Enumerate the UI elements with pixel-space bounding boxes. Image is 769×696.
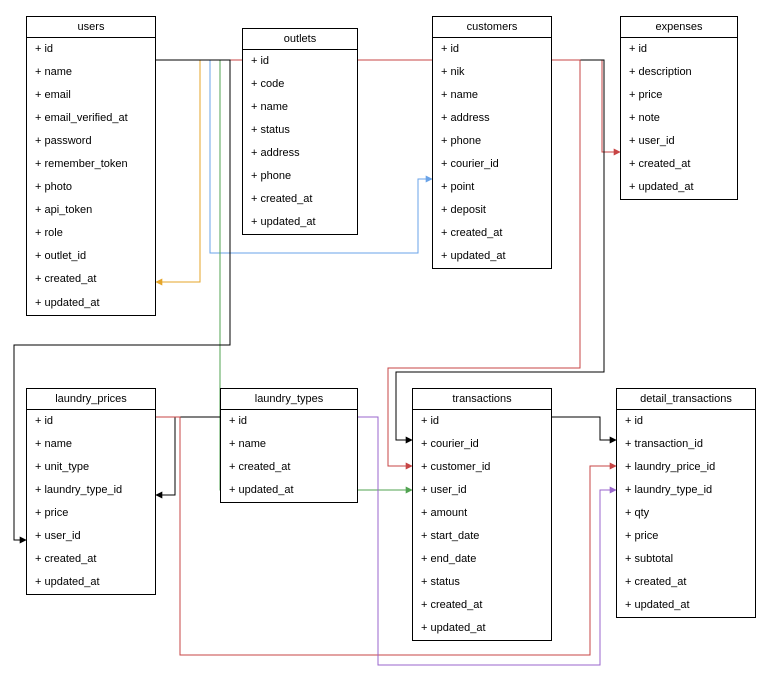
- field-users-password: + password: [27, 130, 155, 153]
- field-laundry_prices-created_at: + created_at: [27, 548, 155, 571]
- entity-title-transactions: transactions: [413, 389, 551, 410]
- field-detail_transactions-laundry_type_id: + laundry_type_id: [617, 479, 755, 502]
- field-transactions-updated_at: + updated_at: [413, 617, 551, 640]
- field-outlets-name: + name: [243, 96, 357, 119]
- field-laundry_types-id: + id: [221, 410, 357, 433]
- field-outlets-address: + address: [243, 142, 357, 165]
- edge-7: [156, 417, 220, 495]
- field-laundry_prices-user_id: + user_id: [27, 525, 155, 548]
- field-detail_transactions-laundry_price_id: + laundry_price_id: [617, 456, 755, 479]
- field-users-role: + role: [27, 222, 155, 245]
- field-users-api_token: + api_token: [27, 199, 155, 222]
- field-users-email_verified_at: + email_verified_at: [27, 107, 155, 130]
- field-laundry_prices-updated_at: + updated_at: [27, 571, 155, 594]
- field-laundry_types-name: + name: [221, 433, 357, 456]
- field-transactions-created_at: + created_at: [413, 594, 551, 617]
- field-transactions-user_id: + user_id: [413, 479, 551, 502]
- entity-title-outlets: outlets: [243, 29, 357, 50]
- field-users-created_at: + created_at: [27, 268, 155, 291]
- field-laundry_prices-unit_type: + unit_type: [27, 456, 155, 479]
- field-customers-nik: + nik: [433, 61, 551, 84]
- field-customers-point: + point: [433, 176, 551, 199]
- entity-customers: customers+ id+ nik+ name+ address+ phone…: [432, 16, 552, 269]
- entity-users: users+ id+ name+ email+ email_verified_a…: [26, 16, 156, 316]
- field-detail_transactions-updated_at: + updated_at: [617, 594, 755, 617]
- field-users-name: + name: [27, 61, 155, 84]
- field-transactions-status: + status: [413, 571, 551, 594]
- entity-title-laundry_prices: laundry_prices: [27, 389, 155, 410]
- field-customers-created_at: + created_at: [433, 222, 551, 245]
- field-expenses-description: + description: [621, 61, 737, 84]
- edge-0: [156, 60, 242, 282]
- field-laundry_prices-laundry_type_id: + laundry_type_id: [27, 479, 155, 502]
- field-outlets-status: + status: [243, 119, 357, 142]
- field-expenses-id: + id: [621, 38, 737, 61]
- field-transactions-end_date: + end_date: [413, 548, 551, 571]
- entity-title-laundry_types: laundry_types: [221, 389, 357, 410]
- edge-8: [552, 417, 616, 440]
- field-detail_transactions-transaction_id: + transaction_id: [617, 433, 755, 456]
- field-detail_transactions-created_at: + created_at: [617, 571, 755, 594]
- field-customers-address: + address: [433, 107, 551, 130]
- field-customers-deposit: + deposit: [433, 199, 551, 222]
- field-customers-id: + id: [433, 38, 551, 61]
- field-expenses-created_at: + created_at: [621, 153, 737, 176]
- field-transactions-courier_id: + courier_id: [413, 433, 551, 456]
- field-transactions-start_date: + start_date: [413, 525, 551, 548]
- field-customers-phone: + phone: [433, 130, 551, 153]
- entity-title-customers: customers: [433, 17, 551, 38]
- entity-title-expenses: expenses: [621, 17, 737, 38]
- field-outlets-phone: + phone: [243, 165, 357, 188]
- entity-laundry_types: laundry_types+ id+ name+ created_at+ upd…: [220, 388, 358, 503]
- field-users-remember_token: + remember_token: [27, 153, 155, 176]
- field-outlets-updated_at: + updated_at: [243, 211, 357, 234]
- field-laundry_prices-price: + price: [27, 502, 155, 525]
- field-detail_transactions-qty: + qty: [617, 502, 755, 525]
- entity-outlets: outlets+ id+ code+ name+ status+ address…: [242, 28, 358, 235]
- field-laundry_prices-name: + name: [27, 433, 155, 456]
- field-laundry_prices-id: + id: [27, 410, 155, 433]
- er-diagram-canvas: users+ id+ name+ email+ email_verified_a…: [0, 0, 769, 696]
- field-customers-name: + name: [433, 84, 551, 107]
- field-transactions-id: + id: [413, 410, 551, 433]
- field-users-email: + email: [27, 84, 155, 107]
- field-users-photo: + photo: [27, 176, 155, 199]
- field-transactions-customer_id: + customer_id: [413, 456, 551, 479]
- field-laundry_types-updated_at: + updated_at: [221, 479, 357, 502]
- field-expenses-updated_at: + updated_at: [621, 176, 737, 199]
- field-expenses-price: + price: [621, 84, 737, 107]
- field-users-updated_at: + updated_at: [27, 292, 155, 315]
- field-users-id: + id: [27, 38, 155, 61]
- entity-detail_transactions: detail_transactions+ id+ transaction_id+…: [616, 388, 756, 618]
- field-detail_transactions-id: + id: [617, 410, 755, 433]
- field-outlets-code: + code: [243, 73, 357, 96]
- entity-title-users: users: [27, 17, 155, 38]
- entity-title-detail_transactions: detail_transactions: [617, 389, 755, 410]
- field-customers-courier_id: + courier_id: [433, 153, 551, 176]
- field-outlets-id: + id: [243, 50, 357, 73]
- field-expenses-user_id: + user_id: [621, 130, 737, 153]
- field-transactions-amount: + amount: [413, 502, 551, 525]
- field-outlets-created_at: + created_at: [243, 188, 357, 211]
- entity-laundry_prices: laundry_prices+ id+ name+ unit_type+ lau…: [26, 388, 156, 595]
- field-customers-updated_at: + updated_at: [433, 245, 551, 268]
- entity-transactions: transactions+ id+ courier_id+ customer_i…: [412, 388, 552, 641]
- field-users-outlet_id: + outlet_id: [27, 245, 155, 268]
- field-expenses-note: + note: [621, 107, 737, 130]
- field-laundry_types-created_at: + created_at: [221, 456, 357, 479]
- field-detail_transactions-price: + price: [617, 525, 755, 548]
- entity-expenses: expenses+ id+ description+ price+ note+ …: [620, 16, 738, 200]
- field-detail_transactions-subtotal: + subtotal: [617, 548, 755, 571]
